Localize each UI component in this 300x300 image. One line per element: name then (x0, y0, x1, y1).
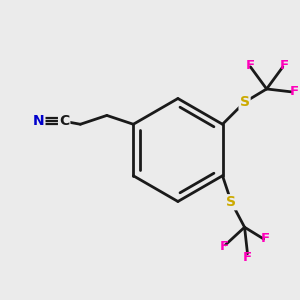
Text: F: F (280, 59, 289, 72)
Text: C: C (59, 114, 69, 128)
Text: F: F (290, 85, 299, 98)
Text: S: S (226, 195, 236, 209)
Text: F: F (243, 251, 252, 264)
Text: F: F (261, 232, 270, 245)
Text: N: N (33, 114, 44, 128)
Text: F: F (219, 240, 229, 253)
Text: F: F (246, 59, 255, 72)
Text: S: S (240, 95, 250, 109)
